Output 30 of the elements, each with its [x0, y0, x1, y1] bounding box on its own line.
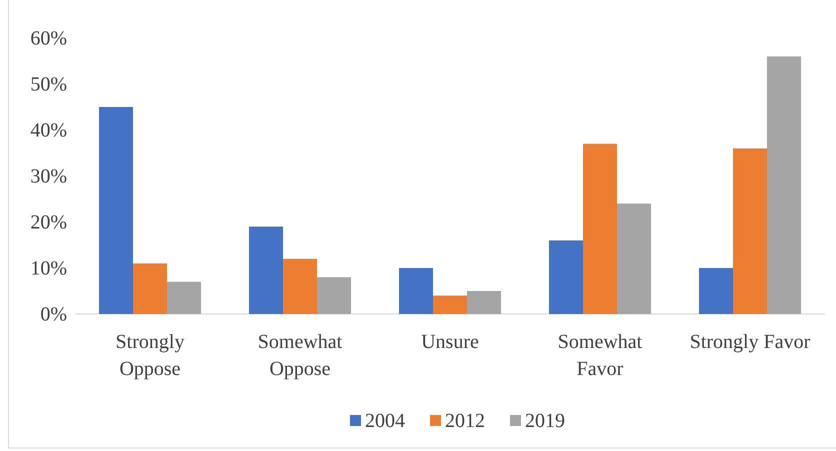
legend-label: 2012	[445, 410, 485, 432]
legend-label: 2019	[525, 410, 565, 432]
bar	[583, 144, 617, 314]
y-tick-label: 20%	[30, 211, 67, 234]
x-tick-label: Somewhat Favor	[558, 331, 643, 380]
bar	[433, 296, 467, 314]
y-tick-label: 40%	[30, 119, 67, 142]
bar	[699, 268, 733, 314]
y-tick-label: 60%	[30, 27, 67, 50]
bar	[99, 107, 133, 314]
bar	[733, 148, 767, 314]
x-tick-label: Somewhat Oppose	[258, 331, 343, 380]
bar	[767, 56, 801, 314]
x-tick-label: Unsure	[421, 331, 480, 353]
bar	[617, 204, 651, 314]
legend-label: 2004	[365, 410, 405, 432]
y-tick-label: 30%	[30, 165, 67, 188]
bar	[467, 291, 501, 314]
bar	[249, 226, 283, 314]
bar	[317, 277, 351, 314]
y-tick-label: 0%	[40, 303, 67, 326]
x-tick-label: Strongly Oppose	[116, 331, 184, 380]
bar	[167, 282, 201, 314]
bar	[283, 258, 317, 314]
bar	[399, 268, 433, 314]
bar	[549, 240, 583, 314]
y-tick-label: 50%	[30, 73, 67, 96]
x-tick-label: Strongly Favor	[690, 331, 811, 353]
bar	[133, 263, 167, 314]
y-tick-label: 10%	[30, 257, 67, 280]
